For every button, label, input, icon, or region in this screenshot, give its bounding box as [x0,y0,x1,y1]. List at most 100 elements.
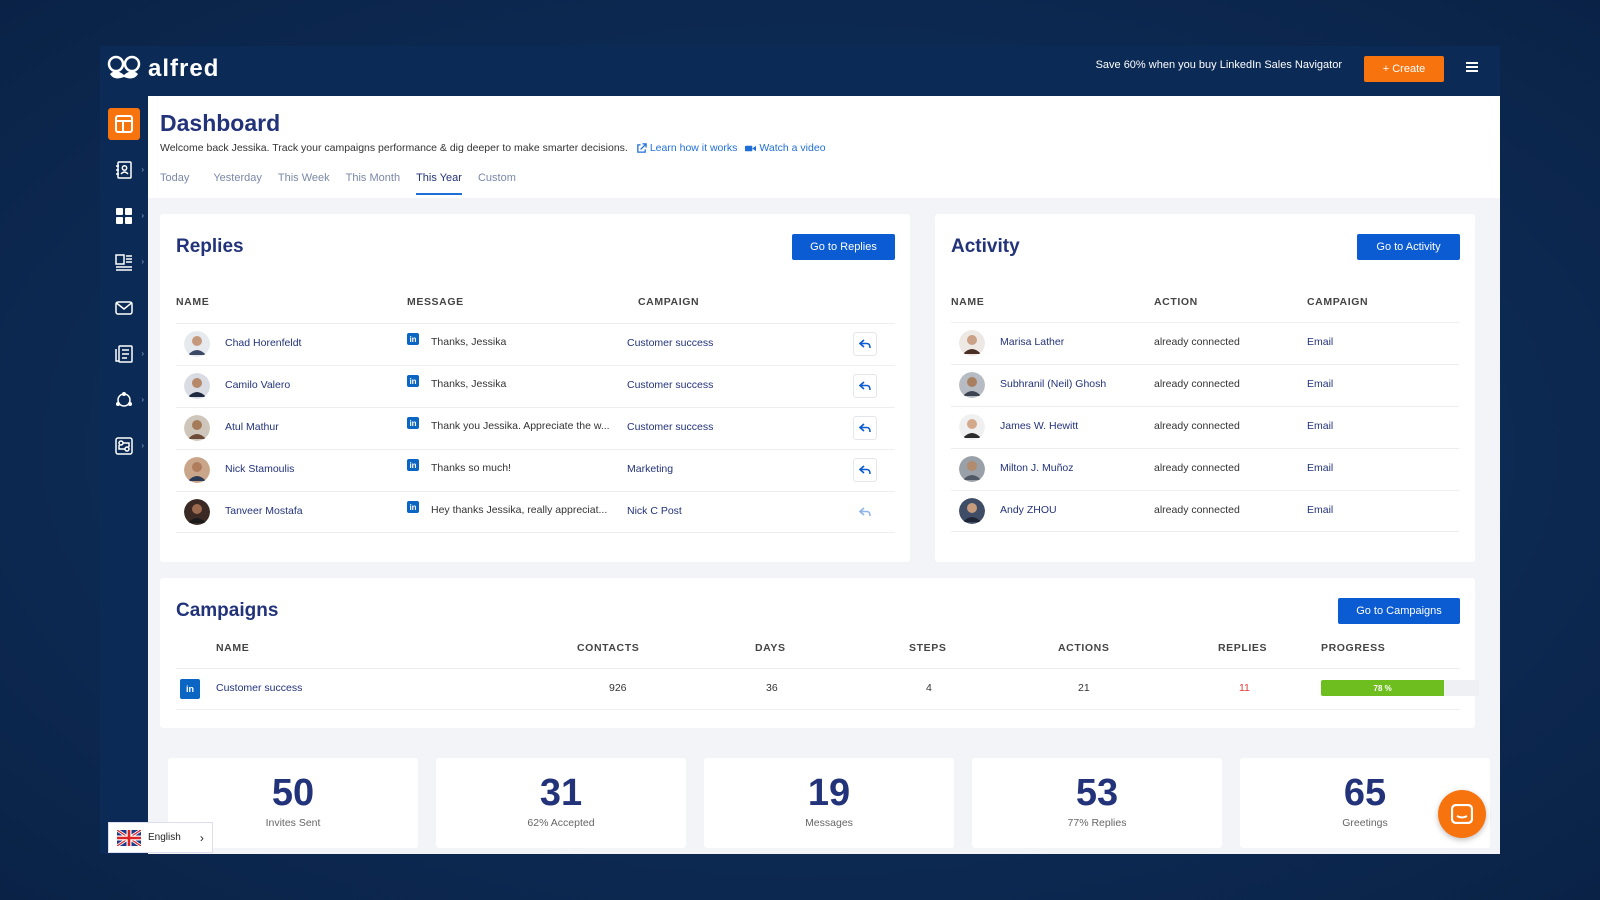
activity-campaign[interactable]: Email [1307,504,1334,516]
campaign-days: 36 [766,682,778,694]
activity-campaign[interactable]: Email [1307,378,1334,390]
reply-contact-name[interactable]: Tanveer Mostafa [225,505,303,517]
reply-campaign[interactable]: Nick C Post [627,505,682,517]
reply-contact-name[interactable]: Camilo Valero [225,379,291,391]
activity-campaign[interactable]: Email [1307,462,1334,474]
table-row[interactable]: Tanveer Mostafa in Hey thanks Jessika, r… [176,491,895,533]
tab-this-week[interactable]: This Week [277,172,330,184]
table-row[interactable]: Andy ZHOU already connected Email [951,490,1459,532]
sidebar-item-dashboard[interactable] [108,108,140,140]
sidebar-item-network[interactable]: › [108,384,144,416]
avatar [959,498,985,524]
reply-button[interactable] [853,374,877,398]
stat-messages: 19 Messages [704,758,954,848]
welcome-line: Welcome back Jessika. Track your campaig… [160,142,826,154]
linkedin-icon: in [180,679,200,699]
chat-launcher-button[interactable] [1438,790,1486,838]
table-row[interactable]: James W. Hewitt already connected Email [951,406,1459,448]
tab-custom[interactable]: Custom [477,172,516,184]
reply-campaign[interactable]: Marketing [627,463,674,475]
activity-contact-name[interactable]: Milton J. Muñoz [1000,462,1074,474]
go-to-replies-button[interactable]: Go to Replies [792,234,895,260]
avatar [184,331,210,357]
apps-icon [116,208,132,224]
sidebar-item-apps[interactable]: › [108,200,144,232]
table-row[interactable]: in Customer success 926 36 4 21 11 78 % [176,668,1479,710]
table-row[interactable]: Chad Horenfeldt in Thanks, Jessika Custo… [176,323,895,365]
sidebar-item-mail[interactable] [108,292,140,324]
create-button[interactable]: + Create [1364,56,1444,82]
watch-video-link[interactable]: Watch a video [745,142,826,154]
brand-logo[interactable]: alfred [106,54,219,84]
reply-arrow-icon [859,423,871,433]
tab-yesterday[interactable]: Yesterday [213,172,262,184]
reply-button[interactable] [853,332,877,356]
table-row[interactable]: Milton J. Muñoz already connected Email [951,448,1459,490]
reply-contact-name[interactable]: Atul Mathur [225,421,279,433]
sidebar-item-templates[interactable]: › [108,246,144,278]
tab-today[interactable]: Today [160,172,190,184]
reply-arrow-icon [859,507,871,517]
reply-contact-name[interactable]: Chad Horenfeldt [225,337,302,349]
table-row[interactable]: Atul Mathur in Thank you Jessika. Apprec… [176,407,895,449]
reply-message[interactable]: Thank you Jessika. Appreciate the w... [431,420,610,432]
language-selector[interactable]: English › [108,822,213,853]
reply-message[interactable]: Thanks, Jessika [431,378,507,390]
stat-value: 31 [539,772,583,814]
reply-button[interactable] [853,416,877,440]
learn-how-link[interactable]: Learn how it works [636,142,737,154]
activity-campaign[interactable]: Email [1307,420,1334,432]
mail-icon [115,301,133,315]
stat-accepted: 31 62% Accepted [436,758,686,848]
reply-arrow-icon [859,339,871,349]
hamburger-menu-icon[interactable] [1466,62,1478,72]
network-icon [116,392,132,407]
stat-label: Invites Sent [265,817,321,829]
reply-button[interactable] [853,500,877,524]
reply-message[interactable]: Hey thanks Jessika, really appreciat... [431,504,608,516]
campaign-actions: 21 [1078,682,1090,694]
alfred-mustache-icon [107,55,141,79]
reply-button[interactable] [853,458,877,482]
page-header: Dashboard Welcome back Jessika. Track yo… [148,96,1500,198]
reply-campaign[interactable]: Customer success [627,337,714,349]
activity-action: already connected [1154,504,1240,516]
reply-campaign[interactable]: Customer success [627,421,714,433]
campaign-replies[interactable]: 11 [1239,682,1250,694]
sidebar-item-integrations[interactable]: › [108,430,144,462]
activity-contact-name[interactable]: Marisa Lather [1000,336,1065,348]
avatar [959,414,985,440]
replies-col-name: NAME [176,296,210,308]
stat-label: 77% Replies [1067,817,1127,829]
activity-contact-name[interactable]: James W. Hewitt [1000,420,1079,432]
avatar [184,415,210,441]
activity-campaign[interactable]: Email [1307,336,1334,348]
go-to-activity-button[interactable]: Go to Activity [1357,234,1460,260]
reply-message[interactable]: Thanks so much! [431,462,511,474]
promo-text[interactable]: Save 60% when you buy LinkedIn Sales Nav… [1095,59,1342,71]
table-row[interactable]: Subhranil (Neil) Ghosh already connected… [951,364,1459,406]
reply-message[interactable]: Thanks, Jessika [431,336,507,348]
table-row[interactable]: Nick Stamoulis in Thanks so much! Market… [176,449,895,491]
chevron-right-icon: › [141,165,144,174]
sidebar-item-contacts[interactable]: › [108,154,144,186]
activity-contact-name[interactable]: Subhranil (Neil) Ghosh [1000,378,1107,390]
uk-flag-icon [117,829,141,846]
tab-this-year[interactable]: This Year [416,172,462,195]
sidebar-item-reports[interactable]: › [108,338,144,370]
table-row[interactable]: Camilo Valero in Thanks, Jessika Custome… [176,365,895,407]
chevron-right-icon: › [141,349,144,358]
activity-action: already connected [1154,378,1240,390]
table-row[interactable]: Marisa Lather already connected Email [951,322,1459,364]
tab-this-month[interactable]: This Month [345,172,401,184]
stat-label: 62% Accepted [527,817,595,829]
reply-campaign[interactable]: Customer success [627,379,714,391]
stat-value: 19 [807,772,851,814]
reply-contact-name[interactable]: Nick Stamoulis [225,463,295,475]
replies-col-campaign: CAMPAIGN [638,296,700,308]
campaign-name[interactable]: Customer success [216,682,303,694]
app-window: alfred Save 60% when you buy LinkedIn Sa… [100,46,1500,854]
activity-contact-name[interactable]: Andy ZHOU [1000,504,1057,516]
go-to-campaigns-button[interactable]: Go to Campaigns [1338,598,1460,624]
activity-col-campaign: CAMPAIGN [1307,296,1369,308]
